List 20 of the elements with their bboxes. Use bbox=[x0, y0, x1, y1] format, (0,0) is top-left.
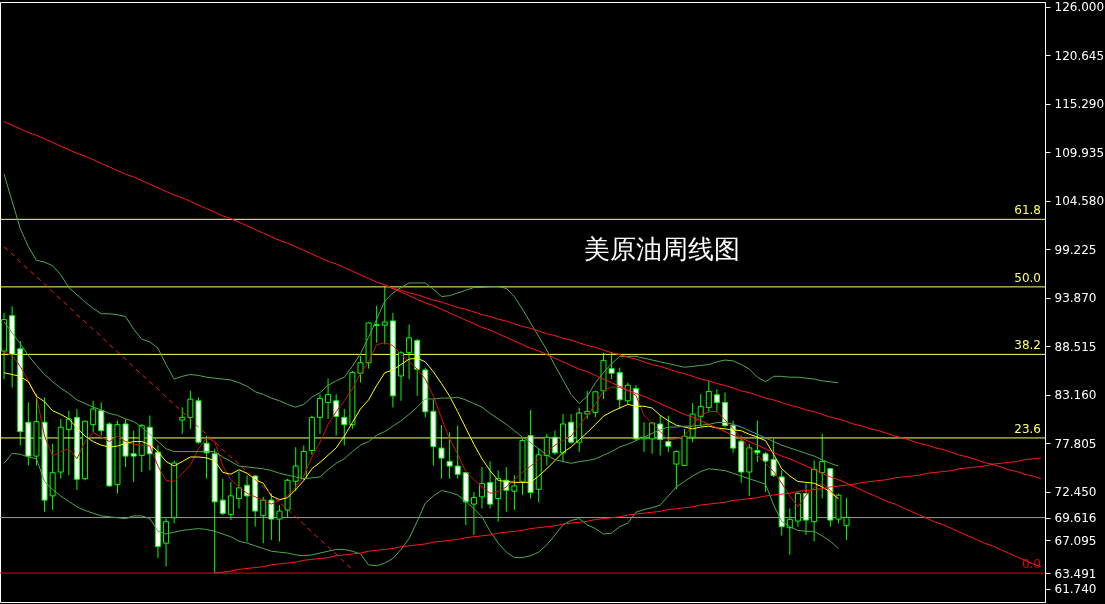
y-tick-label: 93.870 bbox=[1054, 291, 1097, 306]
y-tick-label: 104.580 bbox=[1054, 194, 1105, 209]
text: 美原油周线图 bbox=[584, 234, 740, 264]
y-tick-label: 72.450 bbox=[1054, 485, 1097, 500]
y-tick-label: 69.616 bbox=[1054, 511, 1097, 526]
annotation: 50.0 bbox=[1014, 270, 1041, 285]
annotation: 61.8 bbox=[1014, 203, 1041, 218]
y-tick-label: 115.290 bbox=[1054, 97, 1105, 112]
y-tick-label: 126.000 bbox=[1054, 0, 1105, 15]
y-tick-label: 88.515 bbox=[1054, 339, 1097, 354]
y-tick-label: 120.645 bbox=[1054, 48, 1105, 63]
y-tick-label: 67.095 bbox=[1054, 533, 1097, 548]
annotation: 38.2 bbox=[1014, 338, 1041, 353]
y-tick-label: 83.160 bbox=[1054, 388, 1097, 403]
y-tick-label: 77.805 bbox=[1054, 436, 1097, 451]
y-tick-label: 99.225 bbox=[1054, 242, 1097, 257]
y-tick-label: 61.740 bbox=[1054, 582, 1097, 597]
annotation: 23.6 bbox=[1014, 421, 1041, 436]
y-tick-label: 63.491 bbox=[1054, 566, 1097, 581]
y-tick-label: 109.935 bbox=[1054, 145, 1105, 160]
